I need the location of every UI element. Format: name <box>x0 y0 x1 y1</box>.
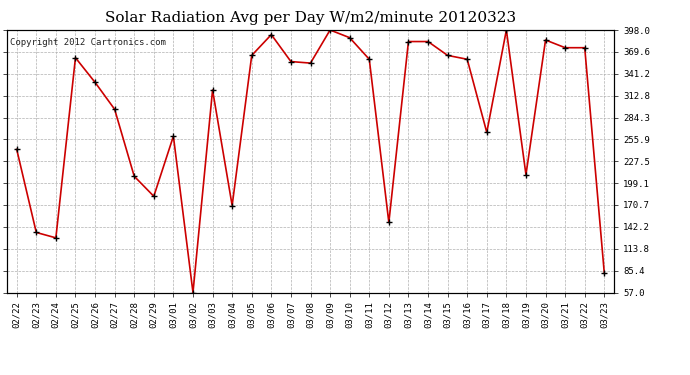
Text: Solar Radiation Avg per Day W/m2/minute 20120323: Solar Radiation Avg per Day W/m2/minute … <box>105 11 516 25</box>
Text: Copyright 2012 Cartronics.com: Copyright 2012 Cartronics.com <box>10 38 166 47</box>
